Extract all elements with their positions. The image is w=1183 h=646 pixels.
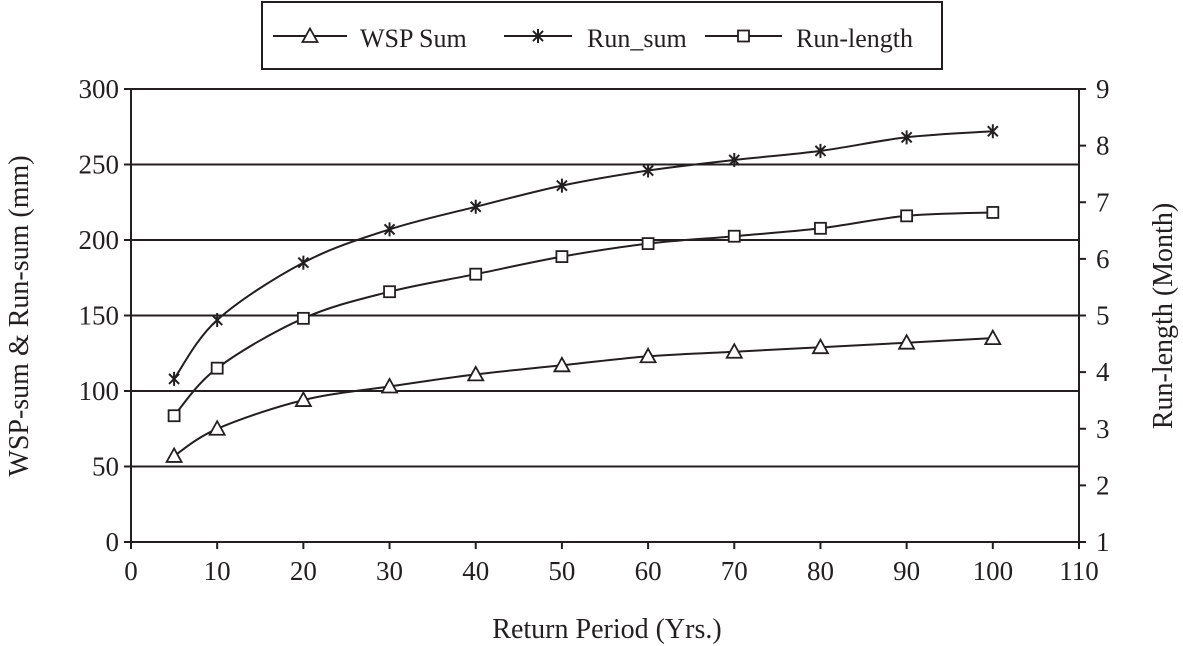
y-right-tick-label: 3 [1096, 414, 1110, 444]
data-point-wsp-sum [639, 346, 658, 364]
legend-marker-run-sum [532, 29, 544, 43]
y-right-tick-label: 1 [1096, 527, 1110, 557]
data-point-run-length [986, 206, 1000, 219]
x-tick-label: 50 [548, 556, 575, 586]
y-left-tick-label: 200 [79, 225, 120, 255]
x-axis-title: Return Period (Yrs.) [492, 614, 721, 645]
series-wsp-sum [165, 328, 1002, 463]
data-point-wsp-sum [380, 377, 399, 394]
x-tick-label: 80 [807, 556, 834, 586]
x-tick-label: 30 [376, 556, 403, 586]
grid-lines [131, 88, 1079, 468]
x-tick-label: 0 [124, 556, 138, 586]
y-right-tick-label: 9 [1096, 74, 1110, 104]
x-tick-label: 70 [721, 556, 748, 586]
axes [124, 88, 1086, 549]
data-point-wsp-sum [811, 337, 830, 355]
legend-marker-run-length [737, 29, 750, 43]
data-point-run-sum [987, 124, 999, 139]
data-point-run-sum [814, 143, 827, 158]
data-point-run-length [727, 229, 741, 243]
data-point-run-length [383, 285, 396, 299]
data-point-run-sum [900, 130, 913, 145]
data-point-run-sum [469, 199, 482, 214]
data-point-wsp-sum [208, 419, 227, 436]
series-run-length [167, 206, 1000, 423]
data-point-run-length [555, 250, 569, 264]
data-point-wsp-sum [466, 365, 485, 382]
data-point-run-length [814, 221, 827, 235]
y-left-tick-label: 0 [106, 527, 120, 557]
series-line-run-sum [173, 130, 993, 380]
series-lines [165, 124, 1002, 463]
legend-label-wsp-sum: WSP Sum [360, 24, 467, 53]
y-left-tick-label: 150 [79, 301, 120, 331]
series-line-wsp-sum [173, 337, 993, 457]
data-point-wsp-sum [552, 355, 571, 373]
y-right-tick-label: 5 [1096, 301, 1110, 331]
data-point-run-length [210, 361, 224, 375]
data-point-run-sum [642, 163, 654, 178]
y-left-tick-label: 250 [79, 150, 120, 180]
x-tick-label: 40 [462, 556, 489, 586]
data-point-run-sum [728, 152, 741, 167]
data-point-wsp-sum [725, 342, 744, 359]
data-point-run-length [167, 409, 181, 423]
data-point-wsp-sum [294, 390, 313, 407]
y-right-tick-label: 2 [1096, 470, 1110, 500]
x-tick-label: 20 [290, 556, 317, 586]
tick-labels: 0 10 20 30 40 50 60 70 80 90 100 110 0 50 100 150 200 250… [79, 74, 1111, 586]
data-point-wsp-sum [897, 333, 916, 350]
data-point-run-sum [556, 178, 568, 193]
x-tick-label: 110 [1059, 556, 1099, 586]
x-tick-label: 100 [973, 556, 1014, 586]
data-point-run-length [900, 209, 914, 223]
legend-box [261, 1, 943, 70]
data-point-run-sum [383, 222, 396, 237]
y-left-tick-label: 50 [92, 452, 119, 482]
series-run-sum [168, 124, 999, 386]
y-left-tick-label: 100 [79, 376, 120, 406]
x-tick-label: 10 [204, 556, 231, 586]
y-axis-left-title: WSP-sum & Run-sum (mm) [4, 155, 35, 476]
y-left-tick-label: 300 [79, 74, 120, 104]
legend-marker-wsp-sum [300, 26, 320, 43]
y-right-tick-label: 8 [1096, 131, 1110, 161]
data-point-run-length [469, 267, 483, 281]
data-point-run-sum [211, 313, 223, 328]
data-point-run-length [296, 311, 310, 325]
legend-label-run-sum: Run_sum [587, 24, 687, 53]
legend-label-run-length: Run-length [796, 24, 913, 53]
legend: WSP Sum Run_sum Run-length [261, 1, 943, 70]
data-point-wsp-sum [983, 328, 1002, 346]
data-point-run-length [641, 237, 655, 250]
series-line-run-length [173, 211, 993, 417]
x-tick-label: 90 [893, 556, 920, 586]
y-right-tick-label: 7 [1096, 187, 1110, 217]
x-tick-label: 60 [635, 556, 662, 586]
y-axis-right-title: Run-length (Month) [1148, 203, 1179, 429]
y-right-tick-label: 4 [1096, 357, 1110, 387]
y-right-tick-label: 6 [1096, 244, 1110, 274]
data-point-wsp-sum [165, 446, 184, 463]
data-point-run-sum [297, 255, 310, 270]
data-point-run-sum [168, 371, 180, 386]
